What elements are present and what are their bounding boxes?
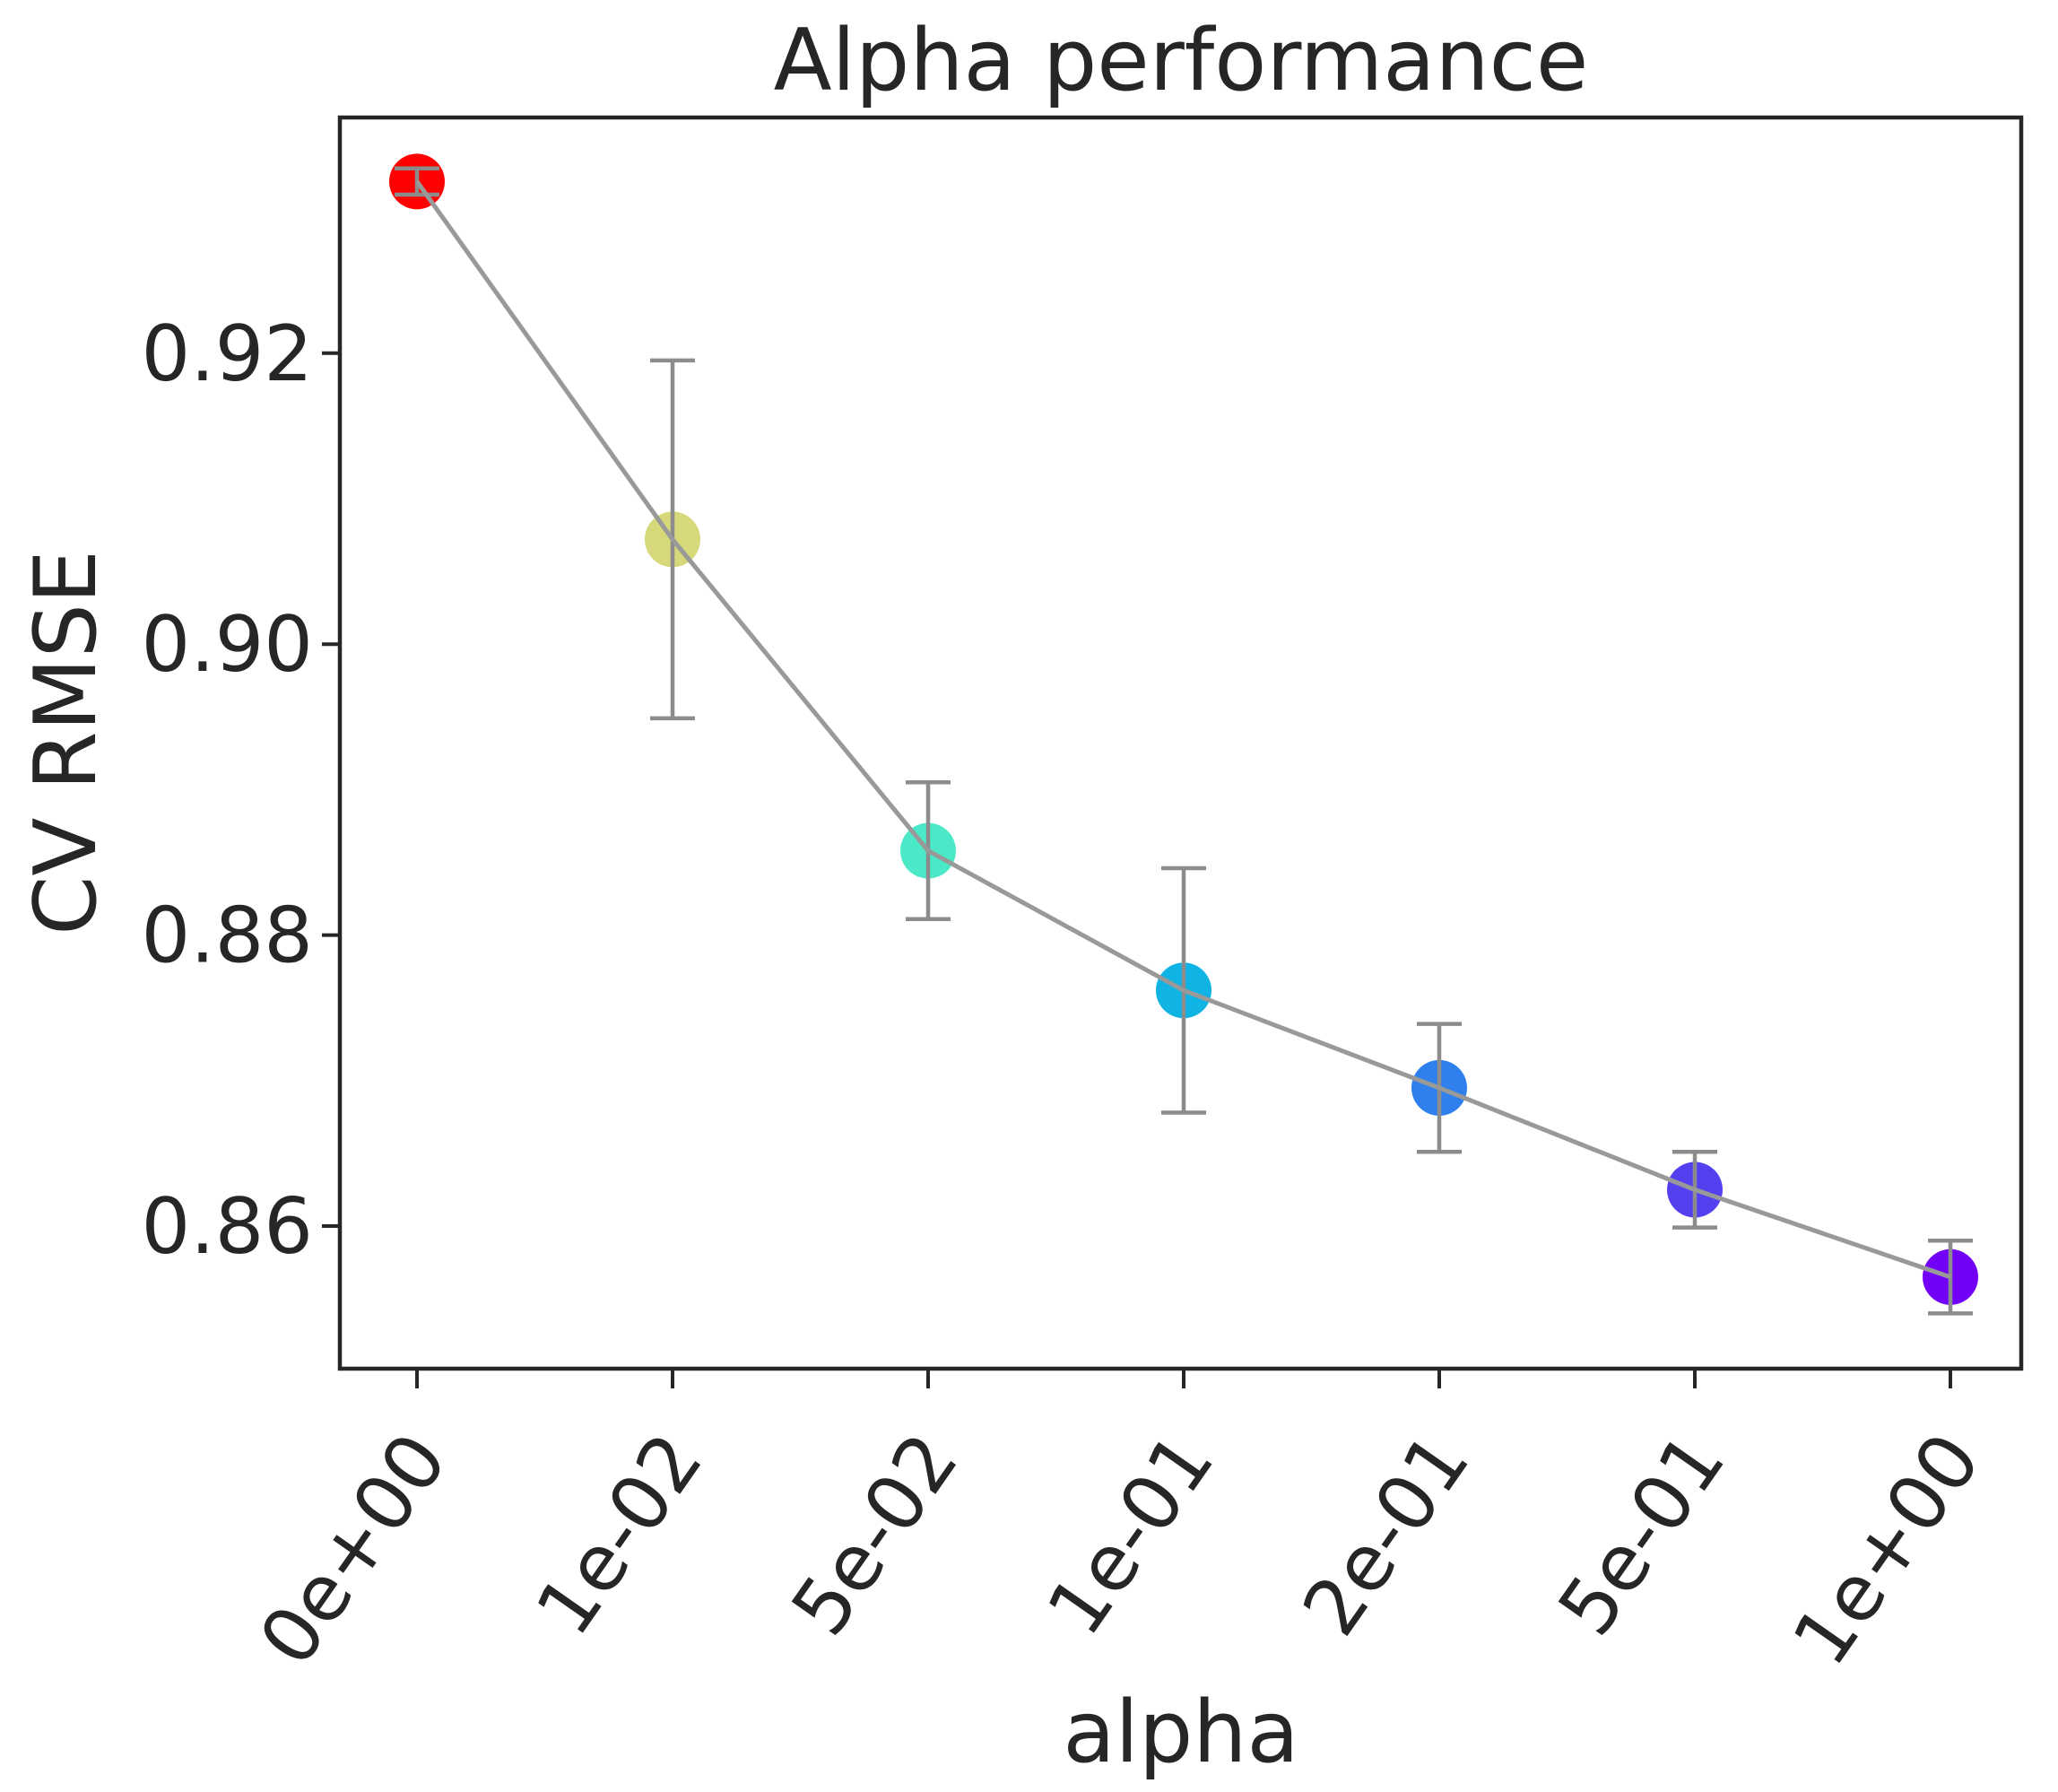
x-tick-label: 5e-02 [775,1418,976,1652]
chart-title: Alpha performance [774,12,1589,110]
x-tick-label: 0e+00 [242,1418,465,1682]
plot-frame [337,115,2024,1371]
trend-line [414,179,1951,1280]
data-points [389,153,1978,1305]
y-tick-label: 0.92 [142,309,313,399]
y-tick-label: 0.86 [142,1182,313,1272]
x-tick-label: 5e-01 [1541,1418,1742,1652]
x-axis-label: alpha [1063,1683,1298,1782]
x-tick-label: 2e-01 [1286,1418,1487,1652]
error-bars [395,166,1973,1316]
y-tick-label: 0.90 [142,600,313,690]
x-axis: 0e+00 1e-02 5e-02 1e-01 2e-01 5e-01 1e+00 [242,1369,1998,1682]
y-axis-label: CV RMSE [17,550,116,935]
x-tick-label: 1e-01 [1030,1418,1231,1652]
y-axis: 0.86 0.88 0.90 0.92 [142,309,340,1272]
x-tick-label: 1e+00 [1776,1418,1998,1682]
x-tick-label: 1e-02 [519,1418,720,1652]
y-tick-label: 0.88 [142,892,313,981]
